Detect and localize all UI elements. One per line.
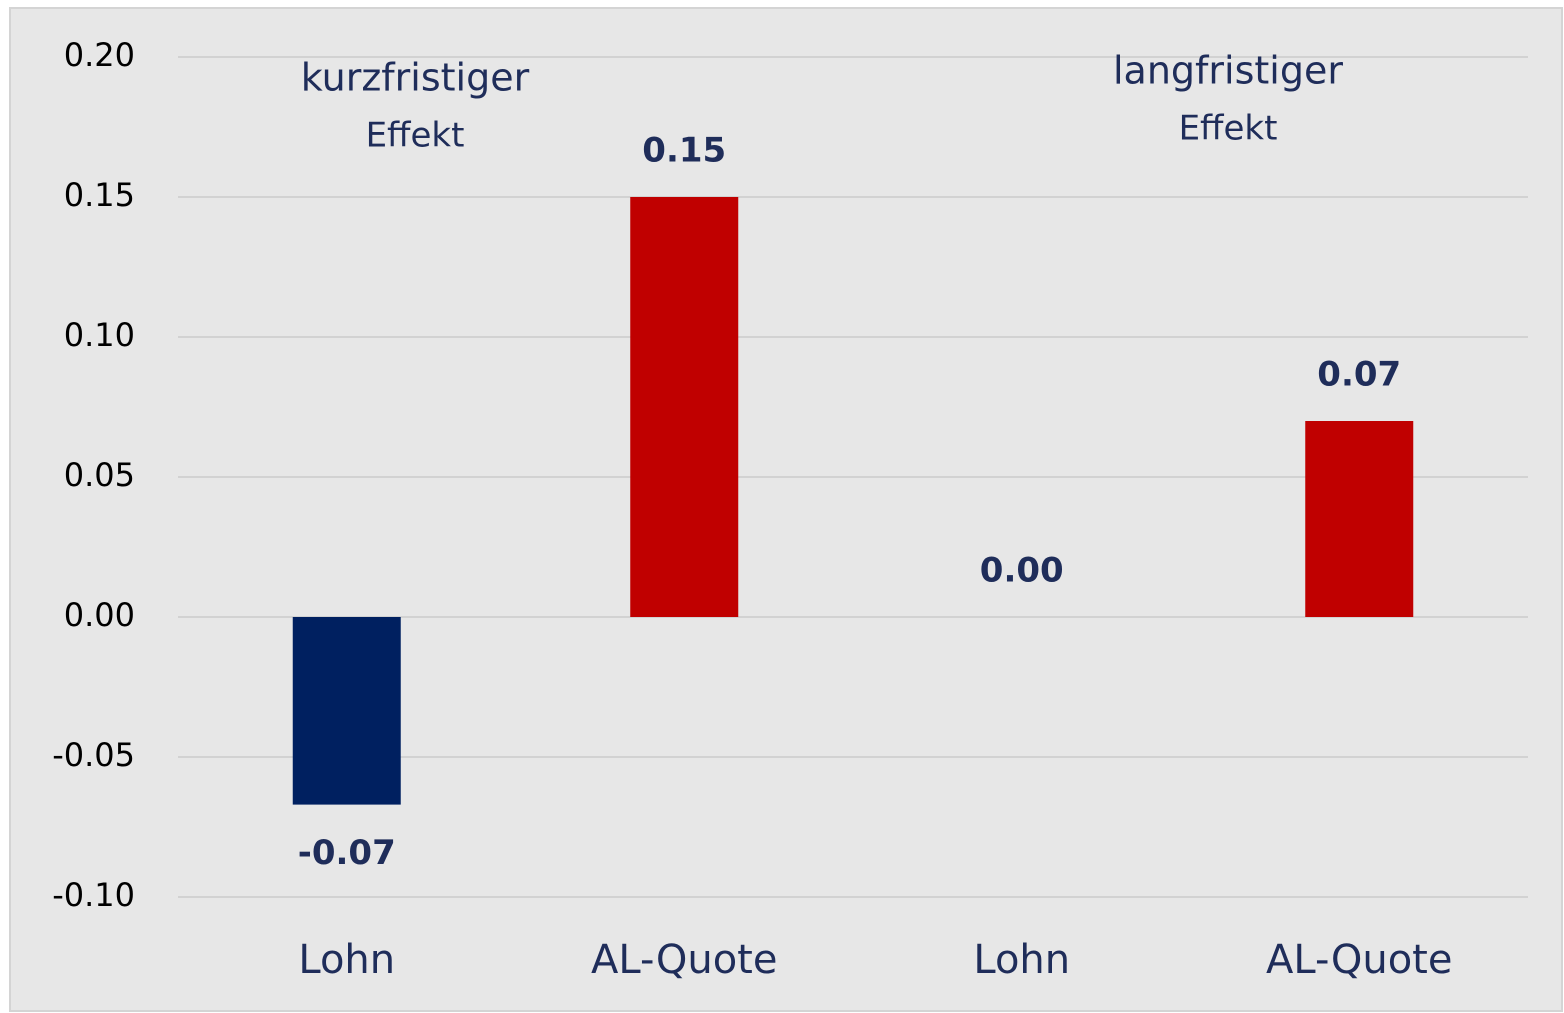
data-label: 0.15 (642, 131, 726, 171)
x-tick-label: AL-Quote (591, 937, 777, 983)
bar (292, 617, 401, 805)
annotation: Effekt (1179, 109, 1278, 149)
bar (630, 197, 739, 617)
x-tick-label: Lohn (973, 937, 1070, 983)
data-label: -0.07 (298, 833, 396, 873)
y-tick-label: 0.20 (64, 36, 135, 74)
x-tick-label: AL-Quote (1266, 937, 1452, 983)
bar (1305, 421, 1414, 617)
y-tick-label: -0.05 (52, 736, 135, 774)
chart-background (9, 7, 1563, 1012)
y-tick-label: 0.00 (64, 596, 135, 634)
y-tick-label: 0.10 (64, 316, 135, 354)
data-label: 0.07 (1317, 355, 1401, 395)
y-tick-label: 0.15 (64, 176, 135, 214)
x-tick-label: Lohn (298, 937, 395, 983)
data-label: 0.00 (980, 551, 1064, 591)
y-tick-label: -0.10 (52, 876, 135, 914)
annotation: langfristiger (1113, 49, 1343, 93)
annotation: kurzfristiger (301, 56, 530, 100)
annotation: Effekt (366, 116, 465, 156)
y-tick-label: 0.05 (64, 456, 135, 494)
